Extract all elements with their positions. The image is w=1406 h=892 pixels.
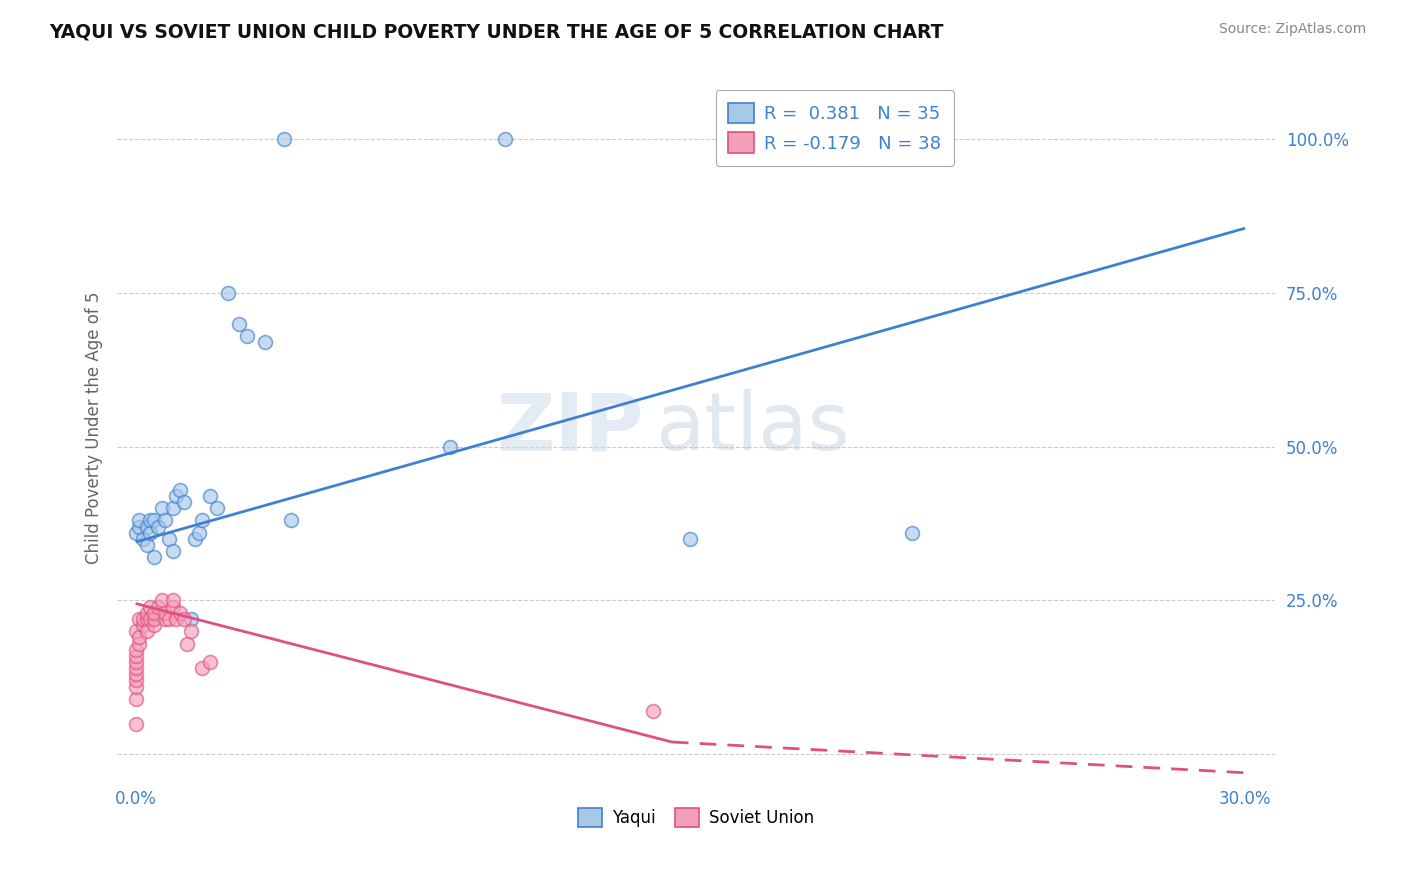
Point xyxy=(273,132,295,146)
Text: YAQUI VS SOVIET UNION CHILD POVERTY UNDER THE AGE OF 5 CORRELATION CHART: YAQUI VS SOVIET UNION CHILD POVERTY UNDE… xyxy=(49,22,943,41)
Point xyxy=(135,606,157,620)
Point xyxy=(125,661,148,675)
Point xyxy=(150,501,173,516)
Point xyxy=(205,501,228,516)
Point xyxy=(162,544,184,558)
Point xyxy=(157,612,180,626)
Point xyxy=(191,513,214,527)
Point xyxy=(643,704,665,718)
Point xyxy=(143,618,166,632)
Text: Source: ZipAtlas.com: Source: ZipAtlas.com xyxy=(1219,22,1367,37)
Y-axis label: Child Poverty Under the Age of 5: Child Poverty Under the Age of 5 xyxy=(86,292,103,565)
Point xyxy=(157,532,180,546)
Point xyxy=(125,716,148,731)
Legend: Yaqui, Soviet Union: Yaqui, Soviet Union xyxy=(572,801,820,834)
Point xyxy=(128,513,150,527)
Text: ZIP: ZIP xyxy=(496,389,644,467)
Point xyxy=(132,532,155,546)
Point xyxy=(125,655,148,669)
Point xyxy=(143,550,166,565)
Point xyxy=(128,636,150,650)
Point xyxy=(125,525,148,540)
Point xyxy=(280,513,302,527)
Point xyxy=(495,132,517,146)
Point xyxy=(128,519,150,533)
Point xyxy=(139,599,162,614)
Point xyxy=(125,648,148,663)
Point xyxy=(155,606,177,620)
Point xyxy=(139,513,162,527)
Point xyxy=(162,593,184,607)
Point xyxy=(198,489,221,503)
Point xyxy=(187,525,209,540)
Point xyxy=(125,680,148,694)
Point xyxy=(135,519,157,533)
Point xyxy=(165,612,187,626)
Point xyxy=(146,599,169,614)
Point xyxy=(125,642,148,657)
Point xyxy=(139,612,162,626)
Point xyxy=(135,624,157,639)
Point xyxy=(176,636,198,650)
Point xyxy=(132,612,155,626)
Point xyxy=(146,519,169,533)
Point xyxy=(169,606,191,620)
Point xyxy=(198,655,221,669)
Point xyxy=(180,612,202,626)
Point xyxy=(901,525,924,540)
Point xyxy=(254,334,277,349)
Text: atlas: atlas xyxy=(655,389,849,467)
Point xyxy=(169,483,191,497)
Point xyxy=(165,489,187,503)
Point xyxy=(125,692,148,706)
Point xyxy=(125,673,148,688)
Point xyxy=(135,538,157,552)
Point xyxy=(180,624,202,639)
Point xyxy=(217,285,239,300)
Point xyxy=(143,606,166,620)
Point xyxy=(143,612,166,626)
Point xyxy=(150,593,173,607)
Point xyxy=(173,495,195,509)
Point xyxy=(132,618,155,632)
Point xyxy=(439,440,461,454)
Point xyxy=(128,631,150,645)
Point xyxy=(135,612,157,626)
Point xyxy=(173,612,195,626)
Point xyxy=(125,667,148,681)
Point xyxy=(128,612,150,626)
Point xyxy=(155,513,177,527)
Point xyxy=(162,599,184,614)
Point xyxy=(162,501,184,516)
Point xyxy=(235,329,257,343)
Point xyxy=(139,525,162,540)
Point xyxy=(143,513,166,527)
Point xyxy=(125,624,148,639)
Point xyxy=(191,661,214,675)
Point xyxy=(679,532,702,546)
Point xyxy=(155,612,177,626)
Point xyxy=(228,317,250,331)
Point xyxy=(184,532,207,546)
